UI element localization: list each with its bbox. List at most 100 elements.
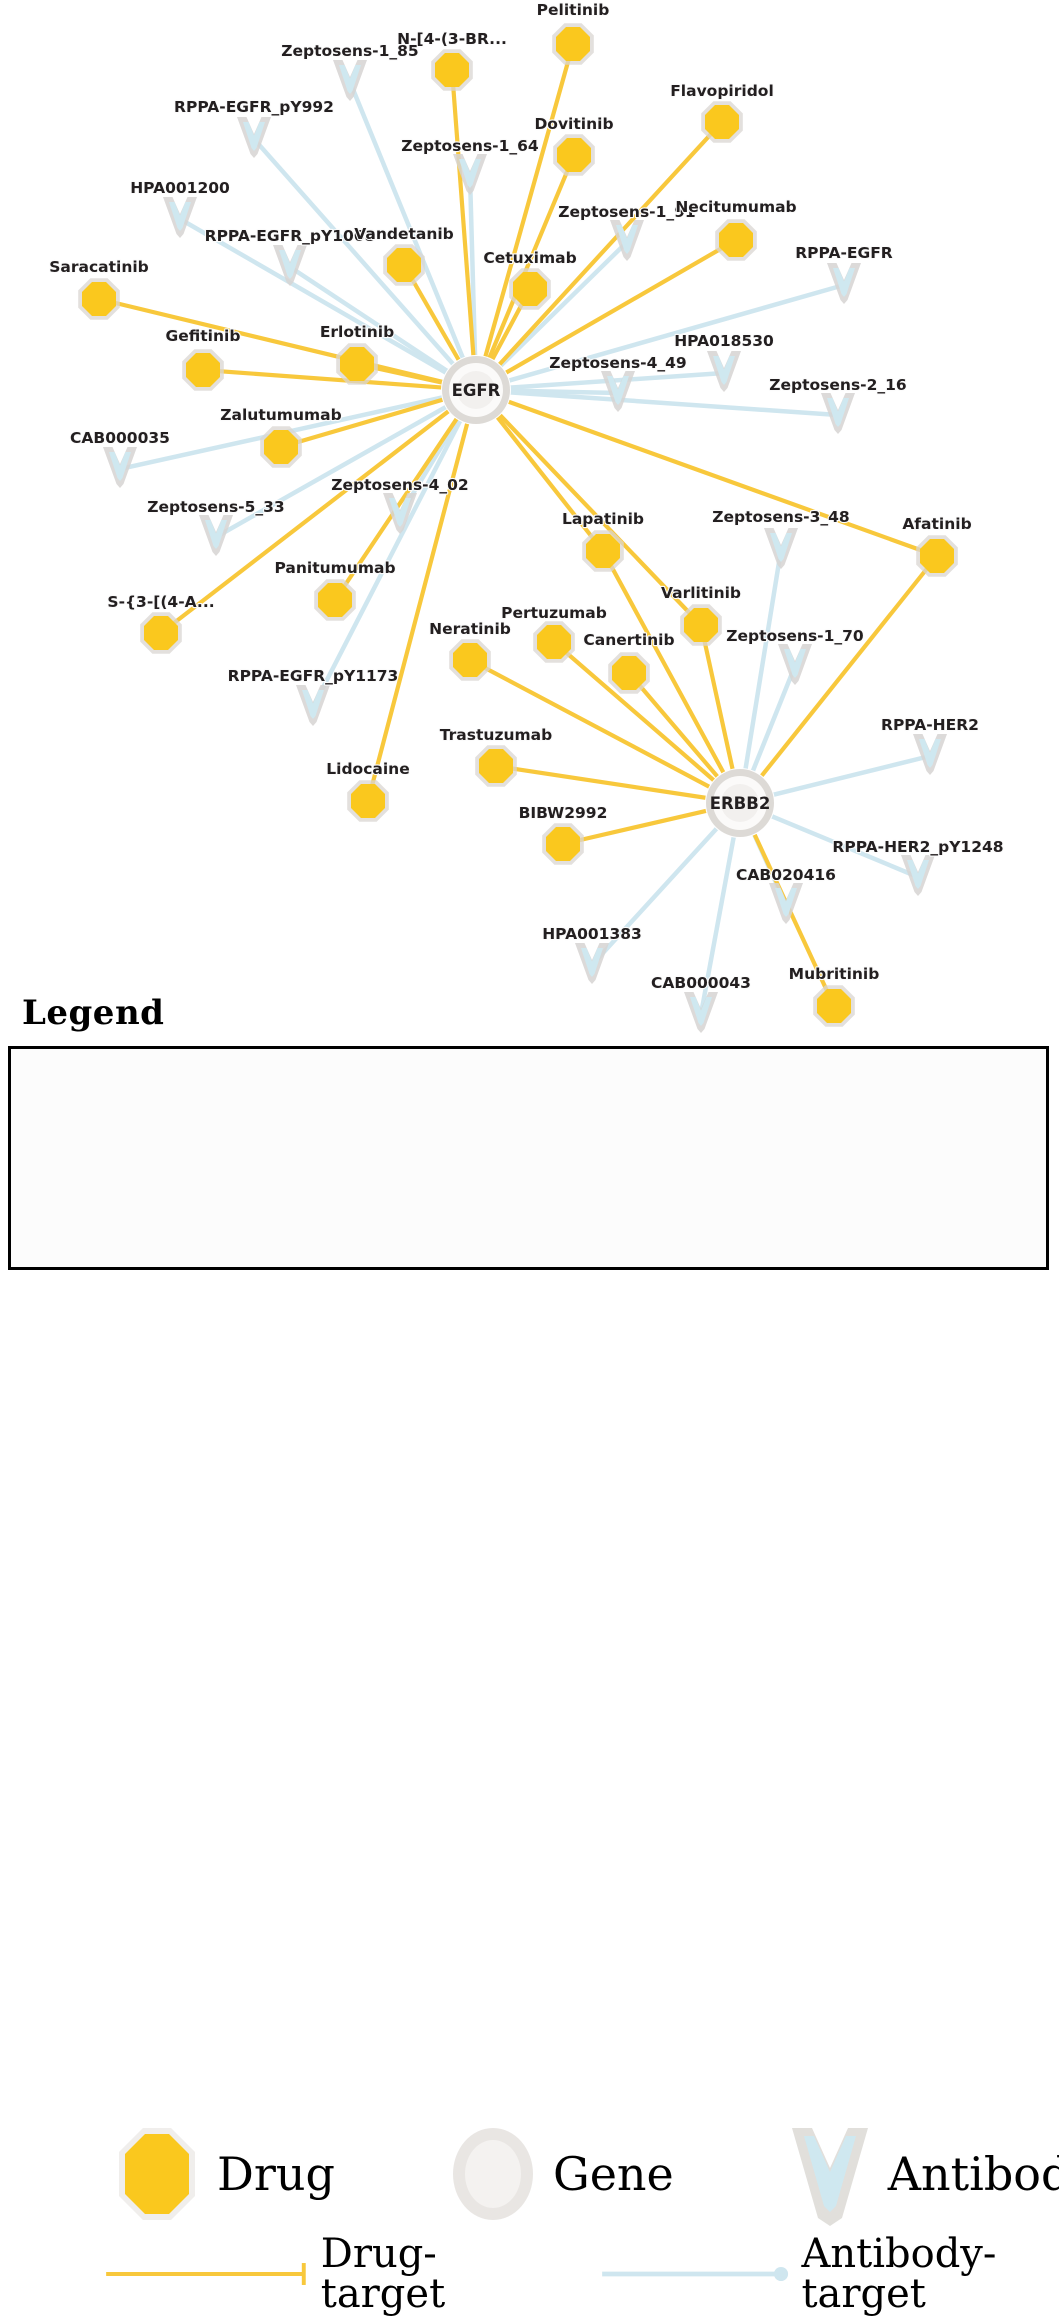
antibody-label: Zeptosens-1_85 [281,42,418,60]
drug-node[interactable] [182,349,224,391]
dot-line-icon [602,2266,789,2282]
antibody-node[interactable] [913,734,947,775]
legend-item-drug: Drug [109,2122,335,2226]
antibody-label: Zeptosens-4_02 [331,476,468,494]
chevron-icon [791,2128,868,2226]
drug-label: Neratinib [429,620,511,638]
antibody-node[interactable] [163,197,197,238]
labels-layer: EGFR ERBB2 Zeptosens-1_85 Zeptosens-1_64 RPP… [48,0,1005,993]
antibody-label: Zeptosens-5_33 [147,498,284,516]
antibody-label: Zeptosens-4_49 [549,354,686,372]
drug-label: Lidocaine [326,760,409,778]
antibody-node[interactable] [769,883,803,924]
drug-node[interactable] [431,49,473,91]
antibody-node[interactable] [575,943,609,984]
legend-item-drug-target: Drug-target [103,2234,509,2314]
drug-label: Cetuximab [483,249,576,267]
legend-label-drug: Drug [217,2147,335,2201]
drug-node[interactable] [608,652,650,694]
antibody-node[interactable] [333,60,367,101]
drug-node[interactable] [383,244,425,286]
edges-layer [98,43,939,1015]
nodes-layer [78,23,958,1033]
drug-label: S-{3-[(4-A... [107,593,214,611]
drug-node[interactable] [715,219,757,261]
octagon-icon [119,2128,195,2220]
drug-label: Afatinib [902,515,971,533]
antibody-label: HPA001200 [130,179,230,197]
legend-label-drug-target: Drug-target [320,2231,446,2317]
drug-node[interactable] [509,268,551,310]
antibody-node[interactable] [273,245,307,286]
antibody-node[interactable] [821,393,855,434]
drug-label: Pertuzumab [501,604,607,622]
antibody-label: RPPA-EGFR [795,244,893,262]
drug-label: Gefitinib [166,327,241,345]
drug-label: Mubritinib [789,965,880,983]
drug-node[interactable] [916,535,958,577]
drug-label: Canertinib [583,631,674,649]
legend-item-antibody: Antibody [784,2122,1059,2226]
drug-node[interactable] [78,278,120,320]
antibody-label: RPPA-HER2_pY1248 [832,838,1003,856]
drug-node[interactable] [553,134,595,176]
antibody-label: CAB000043 [651,974,751,992]
drug-label: Pelitinib [537,1,610,19]
antibody-node[interactable] [453,154,487,195]
antibody-label: RPPA-EGFR_pY1068 [205,227,376,245]
drug-node[interactable] [813,985,855,1027]
drug-label: Saracatinib [49,258,149,276]
antibody-label: RPPA-EGFR_pY1173 [228,667,399,685]
network-canvas: EGFR ERBB2 Zeptosens-1_85 Zeptosens-1_64 RPP… [48,0,1005,1033]
antibody-label: CAB000035 [70,429,170,447]
drug-node[interactable] [260,426,302,468]
gene-node-erbb2[interactable] [705,768,775,838]
ring-icon [452,2128,533,2220]
antibody-node[interactable] [827,263,861,304]
drug-node[interactable] [140,612,182,654]
drug-label: N-[4-(3-BR... [397,30,507,48]
antibody-node[interactable] [103,447,137,488]
tee-line-icon [106,2263,306,2285]
antibody-label: HPA018530 [674,332,774,350]
antibody-node[interactable] [901,855,935,896]
antibody-node[interactable] [601,371,635,412]
drug-node[interactable] [542,823,584,865]
drug-node[interactable] [701,101,743,143]
drug-node[interactable] [314,579,356,621]
drug-label: Vandetanib [354,225,454,243]
drug-node[interactable] [582,530,624,572]
gene-node-egfr[interactable] [441,355,511,425]
antibody-node[interactable] [296,685,330,726]
antibody-label: Zeptosens-1_91 [558,203,695,221]
drug-label: Necitumumab [675,198,796,216]
drug-node[interactable] [336,343,378,385]
drug-label: Varlitinib [661,584,741,602]
network-graph-svg: EGFR ERBB2 Zeptosens-1_85 Zeptosens-1_64 RPP… [48,0,1005,1033]
drug-node[interactable] [533,621,575,663]
antibody-label: RPPA-HER2 [881,716,979,734]
drug-label: Lapatinib [562,510,644,528]
legend-shapes-row: Drug Gene Antibody [11,2119,1059,2229]
antibody-label: RPPA-EGFR_pY992 [174,98,334,116]
drug-node[interactable] [347,780,389,822]
drug-node[interactable] [680,604,722,646]
drug-label: Trastuzumab [440,726,552,744]
legend-label-gene: Gene [552,2147,674,2201]
drug-label: Panitumumab [274,559,395,577]
antibody-node[interactable] [383,493,417,534]
drug-node[interactable] [475,745,517,787]
antibody-node[interactable] [199,515,233,556]
antibody-node[interactable] [778,644,812,685]
antibody-node[interactable] [684,992,718,1033]
legend-item-antibody-target: Antibody-target [599,2234,1052,2314]
antibody-node[interactable] [764,528,798,569]
drug-node[interactable] [449,639,491,681]
antibody-label: Zeptosens-1_70 [726,627,864,645]
drug-label: Erlotinib [320,323,394,341]
drug-node[interactable] [552,23,594,65]
antibody-node[interactable] [237,117,271,158]
antibody-node[interactable] [707,351,741,392]
antibody-node[interactable] [610,220,644,261]
antibody-label: HPA001383 [542,925,642,943]
